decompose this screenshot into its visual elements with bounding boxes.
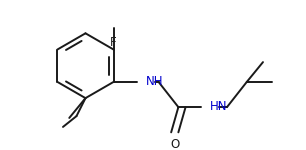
Text: F: F [110, 36, 117, 49]
Text: O: O [170, 138, 179, 150]
Text: HN: HN [210, 100, 227, 113]
Text: NH: NH [146, 75, 163, 87]
